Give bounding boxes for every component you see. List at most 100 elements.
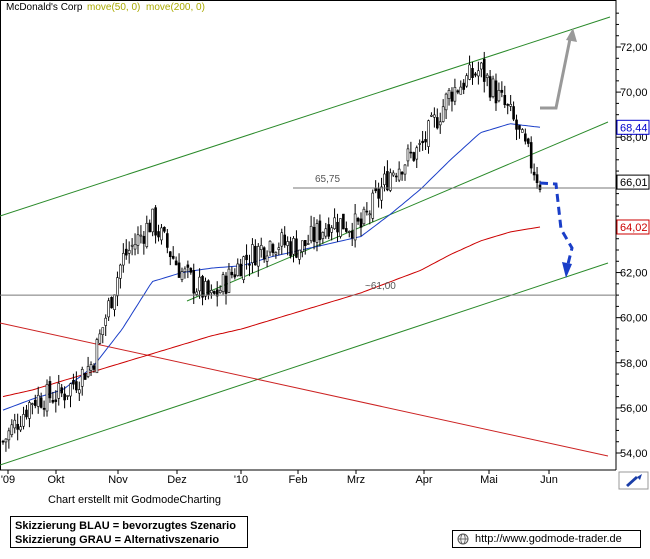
candle <box>122 243 125 273</box>
candle <box>500 81 504 98</box>
candle <box>133 233 137 256</box>
x-tick-label: '09 <box>1 474 15 486</box>
x-tick-label: Jun <box>540 474 558 486</box>
candle <box>482 51 486 93</box>
candle <box>201 274 204 306</box>
candle <box>39 392 43 409</box>
candle <box>86 356 90 379</box>
candle <box>51 391 55 404</box>
candle <box>254 239 257 266</box>
candle <box>306 234 310 245</box>
candle <box>54 390 58 413</box>
candle <box>350 222 354 247</box>
candle <box>163 226 166 234</box>
draw-tool-icon[interactable] <box>618 471 649 490</box>
candle <box>107 297 110 321</box>
candle <box>230 266 234 279</box>
legend-ma200: move(200, 0) <box>146 2 205 13</box>
candle <box>183 266 187 279</box>
alternative-scenario-arrow <box>540 33 573 110</box>
candle <box>353 203 357 248</box>
candle <box>383 166 386 192</box>
downtrend-line <box>0 322 609 457</box>
candle <box>157 224 160 242</box>
candle <box>526 137 530 148</box>
candle <box>277 242 281 256</box>
chart-credit: Chart erstellt mit GodmodeCharting <box>48 494 222 506</box>
x-tick-label: Okt <box>47 474 64 486</box>
x-tick-label: Apr <box>415 474 432 486</box>
x-axis: '09 Okt Nov Dez '10 Feb Mrz Apr Mai Jun <box>1 470 558 486</box>
candle <box>259 237 263 258</box>
trend-lines <box>0 16 611 466</box>
y-tick-label: 60,00 <box>620 313 648 325</box>
ma200-line <box>2 226 541 398</box>
candle <box>324 222 328 239</box>
candle <box>315 219 319 252</box>
candle <box>303 240 307 255</box>
y-tick-label: 62,00 <box>620 268 648 280</box>
candle <box>177 253 181 278</box>
candle <box>477 61 480 85</box>
candle <box>36 386 40 414</box>
candle <box>124 239 128 260</box>
lower-channel-line <box>0 262 609 466</box>
candle <box>212 290 216 296</box>
candle <box>532 163 536 181</box>
candle <box>63 386 66 409</box>
candle <box>33 394 37 409</box>
candle <box>271 242 275 257</box>
candle <box>459 80 463 95</box>
candle <box>292 236 295 263</box>
candle <box>403 164 407 181</box>
candle <box>180 267 184 283</box>
candle <box>92 363 96 373</box>
candle <box>415 145 419 168</box>
candle <box>471 61 474 85</box>
website-url: http://www.godmode-trader.de <box>475 533 622 545</box>
candle <box>327 217 331 240</box>
candle <box>321 231 325 244</box>
candle <box>465 73 468 88</box>
candle <box>485 73 489 87</box>
legend-blue-scenario: Skizzierung BLAU = bevorzugtes Szenario <box>15 520 236 532</box>
candle <box>339 218 342 239</box>
candle <box>503 85 507 109</box>
y-tick-label: 58,00 <box>620 358 648 370</box>
price-label: 66,01 <box>616 174 650 190</box>
upper-channel-line <box>0 16 611 217</box>
annotations: 65,75 ~61,00 <box>0 28 616 296</box>
candle <box>529 136 533 174</box>
candle <box>116 271 119 307</box>
candle <box>368 210 372 225</box>
candle <box>456 89 460 95</box>
candle <box>4 438 8 452</box>
candle <box>189 267 193 275</box>
preferred-scenario-arrowhead <box>562 262 572 278</box>
candle <box>204 277 207 301</box>
y-tick-label: 68,00 <box>620 132 648 144</box>
candle <box>186 260 190 279</box>
candle <box>227 263 231 294</box>
y-tick-label: 72,00 <box>620 42 648 54</box>
candle <box>25 404 28 420</box>
candle <box>289 236 292 259</box>
candle <box>224 272 228 305</box>
candle <box>171 246 175 260</box>
candle <box>494 73 498 111</box>
candle <box>406 144 410 167</box>
candle <box>236 258 240 277</box>
candle <box>210 284 213 299</box>
candle <box>491 75 495 99</box>
candle <box>98 329 102 345</box>
candle <box>430 112 433 118</box>
candle <box>400 171 404 181</box>
candle <box>19 415 22 433</box>
legend-grey-scenario: Skizzierung GRAU = Alternativszenario <box>15 534 220 546</box>
website-link[interactable]: http://www.godmode-trader.de <box>452 530 641 548</box>
candle <box>174 256 178 266</box>
candle <box>380 177 383 209</box>
candle <box>160 224 163 245</box>
candle <box>215 281 219 307</box>
